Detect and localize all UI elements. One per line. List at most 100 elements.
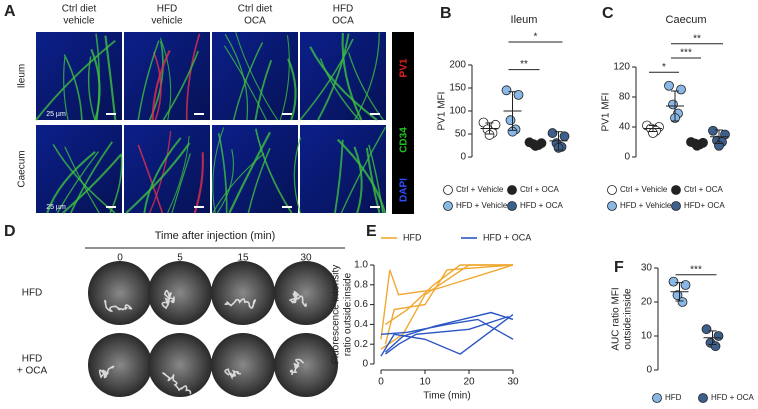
tissue-structure [149,131,172,214]
tissue-structure [353,146,363,214]
data-point [501,85,512,96]
tissue-structure [185,33,201,121]
legend-marker [671,185,681,195]
tissue-structure [317,33,350,121]
tissue-structure [212,152,265,214]
data-line [384,315,509,355]
y-axis-label: ratio outside:inside [343,272,354,356]
legend-label: HFD + OCA [520,201,564,210]
column-header: HFD [333,4,354,15]
panel-label: D [4,223,16,240]
y-tick-label: 0 [362,359,368,370]
legend-marker [671,201,681,211]
data-point [490,119,501,130]
tissue-structure [63,54,83,121]
tissue-structure [223,45,267,121]
tissue-structure [287,58,297,121]
tissue-structure [137,40,160,121]
data-point [677,297,688,307]
data-point [680,280,691,290]
y-axis-label: outside:inside [623,288,634,350]
stain-label: DAPI [399,178,410,202]
tissue-structure [90,48,101,121]
x-tick-label: 20 [463,377,475,388]
micrograph [300,125,386,213]
y-tick-label: 200 [449,60,466,71]
panel-label: F [614,259,624,276]
legend-label: Ctrl + Vehicle [620,185,668,194]
stain-label: CD34 [399,127,410,153]
legend-marker [507,201,517,211]
legend-label: HFD [665,393,682,402]
column-header: OCA [332,16,354,27]
tissue-structure [63,57,69,121]
data-point [547,128,558,138]
tissue-structure [368,144,384,214]
significance-label: *** [680,48,692,59]
y-tick-label: 150 [449,83,466,94]
data-line [385,264,513,325]
intravital-image [274,333,338,397]
legend-label: HFD + OCA [711,393,755,402]
tissue-structure [125,142,191,214]
panel-label: B [440,5,452,22]
tissue-structure [162,50,199,121]
intravital-image [148,261,212,325]
time-label: 0 [117,253,123,264]
y-tick-label: 20 [641,297,653,308]
tissue-structure [247,147,271,214]
panel-label: C [602,5,614,22]
tissue-structure [143,137,182,214]
y-tick-label: 50 [455,129,467,140]
tissue-structure [309,46,378,121]
legend-label: Ctrl + OCA [684,185,724,194]
villus-signal [224,298,256,309]
significance-label: * [662,62,666,73]
micrograph [124,125,210,213]
tissue-structure [319,58,360,121]
tissue-structure [293,137,302,214]
significance-label: ** [520,59,528,70]
y-tick-label: 0.2 [354,339,368,350]
y-tick-label: 120 [613,62,630,73]
tissue-structure [171,153,191,214]
villus-signal [98,365,115,379]
tissue-structure [336,138,387,214]
column-header: OCA [244,16,266,27]
significance-label: * [534,32,538,43]
y-tick-label: 0.4 [354,319,368,330]
y-tick-label: 0.8 [354,279,368,290]
legend-label: HFD [403,232,422,242]
tissue-structure [109,153,123,214]
data-point [559,131,570,142]
legend-marker [443,185,453,195]
tissue-structure [235,32,278,121]
y-axis-label: AUC ratio MFI [611,287,622,350]
chart-title: Ileum [511,14,538,26]
time-label: 15 [237,253,249,264]
tissue-structure [279,35,290,121]
legend-label: HFD + Vehicle [620,201,672,210]
intravital-image [211,261,275,325]
row-label: + OCA [17,366,48,377]
data-point [513,90,524,100]
data-point [505,115,516,126]
legend-marker [507,185,517,195]
y-tick-label: 1.0 [354,260,368,271]
data-point [668,276,679,287]
legend-label: Ctrl + OCA [520,185,560,194]
legend-marker [607,201,617,211]
intravital-image [88,261,152,325]
tissue-structure [64,146,100,214]
data-line [380,318,514,340]
tissue-structure [152,51,162,121]
data-line [380,264,513,350]
legend-label: Ctrl + Vehicle [456,185,504,194]
row-label: Ileum [17,64,28,88]
panel-label: A [4,3,16,20]
tissue-structure [104,35,117,121]
tissue-structure [35,39,116,121]
villus-signal [289,358,305,376]
intravital-image [148,333,212,397]
